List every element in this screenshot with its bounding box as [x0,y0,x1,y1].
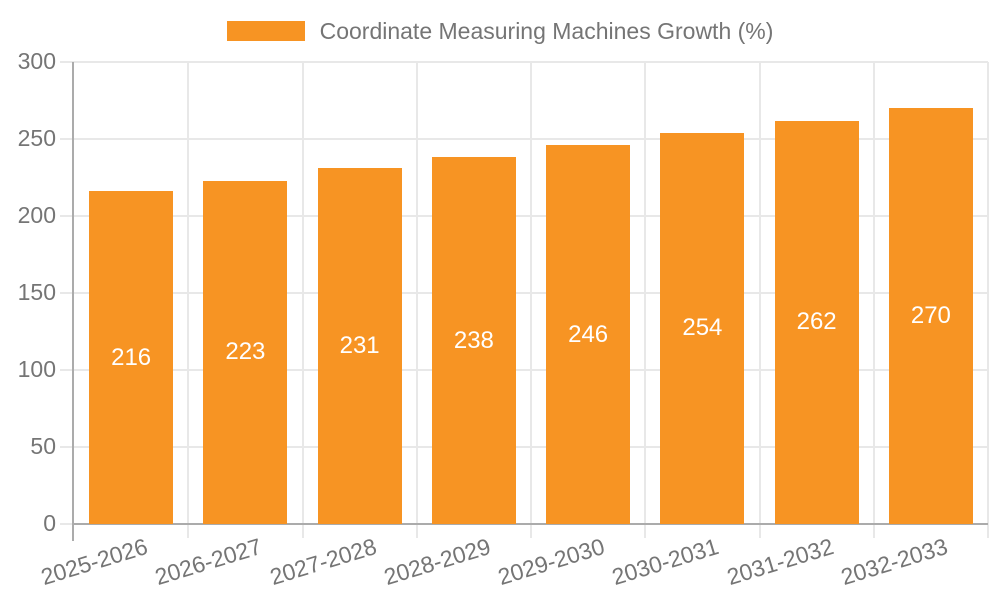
bar-value-label: 270 [910,302,951,330]
bar: 246 [546,145,631,524]
x-tick-label: 2031-2032 [723,533,837,591]
y-tick-label: 200 [17,201,56,228]
y-tick-label: 300 [17,47,56,74]
y-tick-label: 250 [17,124,56,151]
bar-value-label: 223 [225,338,266,366]
x-tick-label: 2030-2031 [609,533,722,591]
bar: 216 [89,191,174,524]
v-gridline [415,62,418,538]
y-tick-label: 0 [43,509,56,536]
bar-value-label: 246 [568,320,609,348]
bar: 262 [774,120,859,524]
v-gridline [758,62,761,538]
x-tick-label: 2028-2029 [380,533,494,591]
v-gridline [530,62,532,538]
bar: 223 [203,180,288,524]
h-gridline [60,446,988,448]
bar-value-label: 254 [682,314,723,342]
y-tick-label: 50 [30,432,56,459]
y-tick-label: 150 [17,278,56,305]
x-tick-label: 2032-2033 [837,533,951,591]
x-tick-label: 2026-2027 [152,533,265,591]
bar-value-label: 262 [796,308,837,336]
x-tick-label: 2027-2028 [266,533,380,591]
v-gridline [301,62,304,538]
h-gridline [60,215,988,217]
h-gridline [60,292,988,294]
y-axis-zero-tick [60,523,74,525]
chart-legend-item[interactable]: Coordinate Measuring Machines Growth (%) [0,18,1000,44]
h-gridline [60,369,988,371]
legend-color-swatch [226,21,305,41]
bar: 270 [888,108,973,524]
v-gridline [872,62,875,538]
y-axis [72,62,74,541]
h-gridline [60,138,988,140]
bar: 254 [660,132,745,524]
v-gridline [187,62,190,538]
h-gridline [60,61,988,63]
x-tick-label: 2025-2026 [37,533,151,591]
legend-series-label: Coordinate Measuring Machines Growth (%) [319,18,774,44]
v-gridline [644,62,647,538]
v-gridline [987,62,989,538]
bar-value-label: 216 [111,343,152,371]
x-tick-label: 2029-2030 [494,533,608,591]
bar-value-label: 238 [453,326,494,354]
bar: 238 [431,157,516,524]
bar: 231 [317,168,402,524]
x-axis [74,523,988,525]
y-tick-label: 100 [17,355,56,382]
bar-value-label: 231 [339,332,380,360]
